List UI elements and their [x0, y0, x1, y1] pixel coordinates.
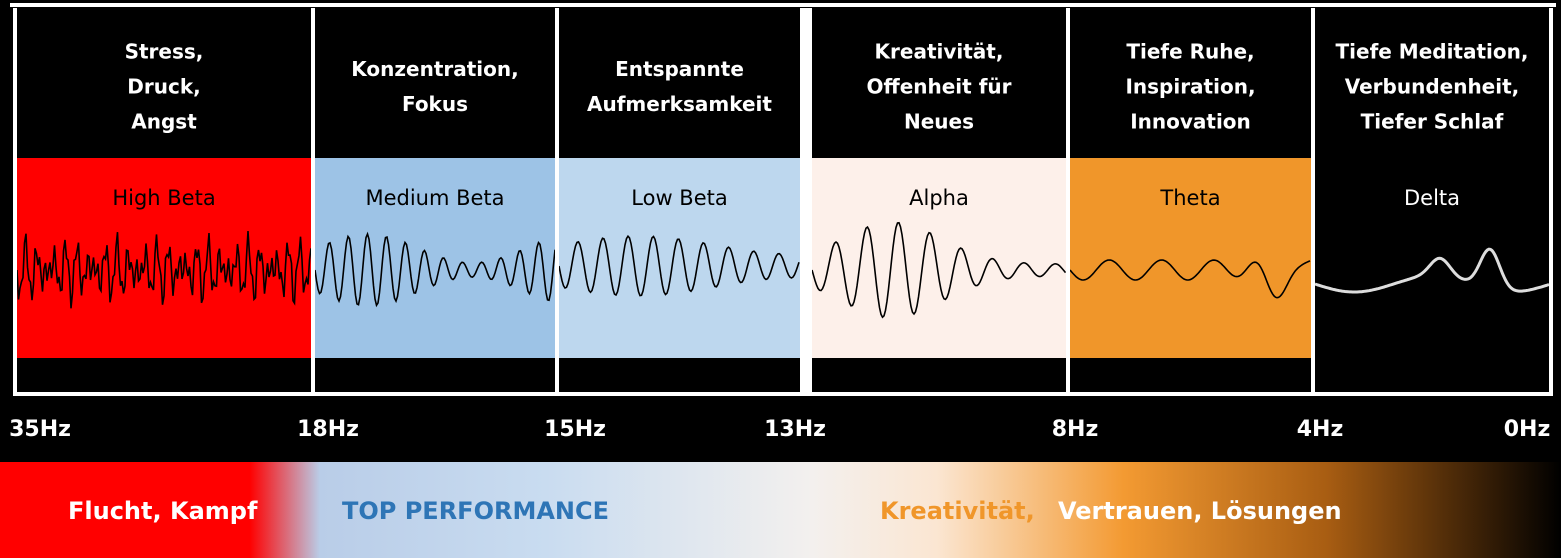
band-name: Medium Beta: [365, 186, 504, 210]
band-name: Delta: [1404, 186, 1460, 210]
band-header: Konzentration,: [351, 57, 518, 81]
band-header: Angst: [131, 110, 197, 134]
frequency-label: 4Hz: [1297, 417, 1344, 442]
bottom-text: TOP PERFORMANCE: [342, 497, 609, 525]
band-header: Entspannte: [615, 57, 744, 81]
frequency-label: 15Hz: [544, 417, 606, 442]
frequency-label: 0Hz: [1504, 417, 1551, 442]
band-header: Tiefe Ruhe,: [1126, 40, 1254, 64]
band-name: Theta: [1159, 186, 1220, 210]
bottom-text: Vertrauen, Lösungen: [1058, 497, 1342, 525]
bottom-text: Kreativität,: [880, 497, 1035, 525]
band-header: Tiefer Schlaf: [1361, 110, 1504, 134]
frequency-label: 18Hz: [297, 417, 359, 442]
band-header: Inspiration,: [1125, 75, 1255, 99]
band-header: Verbundenheit,: [1345, 75, 1520, 99]
band-name: High Beta: [112, 186, 215, 210]
band-header: Druck,: [127, 75, 200, 99]
band-header: Aufmerksamkeit: [587, 92, 772, 116]
band-header: Fokus: [402, 92, 468, 116]
frequency-label: 8Hz: [1052, 417, 1099, 442]
bottom-text: Flucht, Kampf: [68, 497, 258, 525]
frequency-label: 35Hz: [9, 417, 71, 442]
band-header: Kreativität,: [875, 40, 1004, 64]
frequency-label: 13Hz: [764, 417, 826, 442]
band-header: Offenheit für: [867, 75, 1012, 99]
band-header: Innovation: [1130, 110, 1251, 134]
band-header: Neues: [904, 110, 974, 134]
band-name: Alpha: [909, 186, 969, 210]
band-name: Low Beta: [631, 186, 727, 210]
band-header: Stress,: [125, 40, 204, 64]
diagram: Flucht, Kampf TOP PERFORMANCE Kreativitä…: [0, 0, 1561, 558]
band-header: Tiefe Meditation,: [1336, 40, 1529, 64]
